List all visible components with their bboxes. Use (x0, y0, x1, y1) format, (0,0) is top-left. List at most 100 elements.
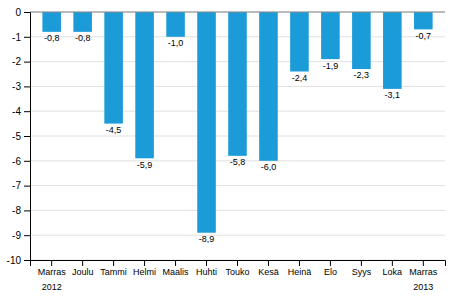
y-tick-label: -2 (12, 56, 21, 67)
data-label: -2,4 (292, 73, 308, 83)
data-label: -0,7 (416, 31, 432, 41)
bar (290, 12, 309, 72)
y-tick-label: -7 (12, 180, 21, 191)
x-tick: Tammi (100, 260, 127, 277)
y-tick-label: -6 (12, 156, 21, 167)
bar (197, 12, 216, 233)
x-tick: Touko (225, 260, 249, 277)
x-tick-label: Tammi (100, 267, 127, 277)
bar (383, 12, 402, 89)
x-tick-label: Heinä (288, 267, 312, 277)
x-tick: Elo (324, 260, 337, 277)
data-label: -2,3 (354, 70, 370, 80)
y-tick-mark (24, 86, 30, 87)
x-tick-label: Touko (225, 267, 249, 277)
bar (42, 12, 61, 32)
x-tick: Huhti (196, 260, 217, 277)
y-axis: 0 -1 -2 -3 -4 -5 -6 -7 -8 -9 -10 (7, 7, 31, 266)
y-tick-mark (24, 186, 30, 187)
y-tick: -6 (12, 156, 30, 167)
bar (414, 12, 433, 29)
y-tick-label: -5 (12, 131, 21, 142)
x-tick-label: Kesä (258, 267, 279, 277)
data-label: -5,9 (137, 160, 153, 170)
grid-line (30, 235, 445, 236)
data-label: -6,0 (261, 162, 277, 172)
year-label: 2013 (413, 282, 433, 292)
x-tick-mark (206, 260, 207, 266)
y-tick: -4 (12, 106, 30, 117)
x-tick-mark (361, 260, 362, 266)
y-tick-mark (24, 161, 30, 162)
x-tick-mark (175, 260, 176, 266)
x-tick: Marras (38, 260, 67, 277)
y-tick-mark (24, 62, 30, 63)
annotations: 2012 2013 (42, 282, 434, 292)
grid-line (30, 185, 445, 186)
x-tick-label: Syys (352, 267, 372, 277)
x-tick: Syys (352, 260, 372, 277)
bar (321, 12, 340, 59)
x-axis: Marras Joulu Tammi Helmi Maalis Huhti Touko Kes… (31, 260, 446, 277)
y-tick-mark (24, 37, 30, 38)
x-tick-mark (423, 260, 424, 266)
y-tick-mark (24, 136, 30, 137)
x-tick-mark (82, 260, 83, 266)
x-tick-mark (113, 260, 114, 266)
x-tick-label: Maalis (163, 267, 190, 277)
x-tick-label: Joulu (72, 267, 94, 277)
data-label: -8,9 (199, 234, 215, 244)
x-tick-mark (237, 260, 238, 266)
x-tick-mark (330, 260, 331, 266)
grid (30, 12, 445, 260)
data-label: -5,8 (230, 157, 246, 167)
x-tick-label: Marras (409, 267, 438, 277)
year-label: 2012 (42, 282, 62, 292)
grid-line (30, 210, 445, 211)
y-tick-label: -3 (12, 81, 21, 92)
y-tick-label: -10 (7, 255, 22, 266)
x-tick-label: Loka (383, 267, 403, 277)
x-tick: Kesä (258, 260, 279, 277)
y-tick-label: -4 (12, 106, 21, 117)
y-tick-label: -9 (12, 230, 21, 241)
data-label: -4,5 (106, 125, 122, 135)
y-tick-mark (24, 235, 30, 236)
y-tick: -2 (12, 56, 30, 67)
y-tick: -8 (12, 205, 30, 216)
x-tick: Helmi (133, 260, 156, 277)
y-tick: 0 (15, 7, 30, 18)
x-tick-label: Huhti (196, 267, 217, 277)
data-labels: -0,8-0,8-4,5-5,9-1,0-8,9-5,8-6,0-2,4-1,9… (44, 31, 431, 244)
y-tick: -10 (7, 255, 30, 266)
zero-line (30, 12, 445, 13)
x-tick: Heinä (288, 260, 312, 277)
x-tick-mark (268, 260, 269, 266)
y-tick-label: -1 (12, 32, 21, 43)
x-tick-label: Marras (38, 267, 67, 277)
x-tick-mark (299, 260, 300, 266)
bar (166, 12, 185, 37)
x-tick: Maalis (163, 260, 190, 277)
bar (104, 12, 123, 124)
bars (42, 12, 432, 233)
y-tick-mark (24, 111, 30, 112)
x-tick: Marras (409, 260, 438, 277)
y-tick-label: 0 (15, 7, 21, 18)
grid-line (30, 12, 445, 13)
x-axis-line (31, 261, 446, 267)
bar (135, 12, 154, 158)
data-label: -0,8 (75, 33, 91, 43)
y-axis-line (24, 13, 31, 261)
data-label: -1,0 (168, 38, 184, 48)
x-tick-label: Elo (324, 267, 337, 277)
bar (352, 12, 371, 69)
bar (259, 12, 278, 161)
y-tick: -7 (12, 180, 30, 191)
y-tick: -1 (12, 32, 30, 43)
y-tick: -9 (12, 230, 30, 241)
y-tick-mark (24, 210, 30, 211)
x-tick-label: Helmi (133, 267, 156, 277)
chart: 0 -1 -2 -3 -4 -5 -6 -7 -8 -9 -10 Marras Joulu Tammi He… (0, 0, 453, 302)
x-tick: Joulu (72, 260, 94, 277)
